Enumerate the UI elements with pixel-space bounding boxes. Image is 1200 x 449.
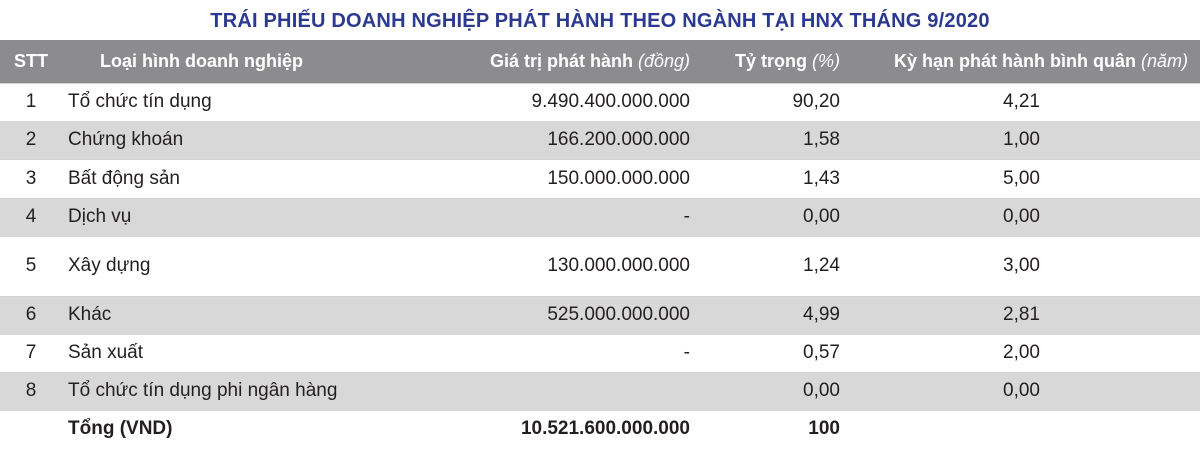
total-share: 100 bbox=[690, 409, 840, 448]
cell-stt: 2 bbox=[0, 120, 62, 159]
cell-share: 1,43 bbox=[690, 158, 840, 198]
cell-term: 4,21 bbox=[840, 82, 1200, 121]
total-label: Tổng (VND) bbox=[62, 409, 430, 448]
header-term-unit: (năm) bbox=[1140, 50, 1188, 71]
cell-stt: 7 bbox=[0, 333, 62, 372]
total-value: 10.521.600.000.000 bbox=[430, 409, 690, 448]
cell-stt: 8 bbox=[0, 371, 62, 410]
cell-value: - bbox=[430, 333, 690, 372]
table-row: 2 Chứng khoán 166.200.000.000 1,58 1,00 bbox=[0, 120, 1200, 159]
cell-share: 1,24 bbox=[690, 235, 840, 296]
cell-share: 0,00 bbox=[690, 197, 840, 236]
total-term bbox=[840, 409, 1200, 448]
cell-value: 150.000.000.000 bbox=[430, 158, 690, 198]
cell-term: 1,00 bbox=[840, 120, 1200, 159]
cell-term: 2,81 bbox=[840, 295, 1200, 334]
header-share: Tỷ trọng (%) bbox=[690, 40, 840, 83]
cell-stt: 3 bbox=[0, 158, 62, 198]
cell-type: Bất động sản bbox=[62, 158, 430, 198]
header-value: Giá trị phát hành (đồng) bbox=[430, 40, 690, 83]
cell-type: Xây dựng bbox=[62, 235, 430, 296]
table-title: TRÁI PHIẾU DOANH NGHIỆP PHÁT HÀNH THEO N… bbox=[210, 10, 990, 32]
cell-type: Chứng khoán bbox=[62, 120, 430, 159]
header-stt: STT bbox=[14, 50, 48, 71]
cell-value: 525.000.000.000 bbox=[430, 295, 690, 334]
cell-value: - bbox=[430, 197, 690, 236]
cell-share: 0,57 bbox=[690, 333, 840, 372]
cell-value: 130.000.000.000 bbox=[430, 235, 690, 296]
cell-value: 166.200.000.000 bbox=[430, 120, 690, 159]
header-term: Kỳ hạn phát hành bình quân (năm) bbox=[840, 40, 1200, 83]
cell-share: 0,00 bbox=[690, 371, 840, 410]
header-value-label: Giá trị phát hành bbox=[489, 50, 633, 71]
header-value-unit: (đồng) bbox=[637, 50, 690, 71]
cell-type: Tổ chức tín dụng bbox=[62, 82, 430, 121]
header-type: Loại hình doanh nghiệp bbox=[100, 50, 303, 71]
cell-type: Dịch vụ bbox=[62, 197, 430, 236]
cell-stt: 4 bbox=[0, 197, 62, 236]
table-row: 8 Tổ chức tín dụng phi ngân hàng 0,00 0,… bbox=[0, 371, 1200, 410]
cell-term: 0,00 bbox=[840, 197, 1200, 236]
cell-stt bbox=[0, 409, 62, 448]
table-total-row: Tổng (VND) 10.521.600.000.000 100 bbox=[0, 409, 1200, 448]
cell-type: Tổ chức tín dụng phi ngân hàng bbox=[62, 371, 430, 410]
table-row: 4 Dịch vụ - 0,00 0,00 bbox=[0, 197, 1200, 236]
cell-stt: 1 bbox=[0, 82, 62, 121]
table-row: 3 Bất động sản 150.000.000.000 1,43 5,00 bbox=[0, 158, 1200, 198]
table-header-row: STT Loại hình doanh nghiệp Giá trị phát … bbox=[0, 40, 1200, 83]
cell-term: 3,00 bbox=[840, 235, 1200, 296]
cell-share: 4,99 bbox=[690, 295, 840, 334]
header-share-unit: (%) bbox=[812, 50, 840, 71]
bond-issuance-table: STT Loại hình doanh nghiệp Giá trị phát … bbox=[0, 40, 1200, 448]
cell-term: 0,00 bbox=[840, 371, 1200, 410]
table-row: 5 Xây dựng 130.000.000.000 1,24 3,00 bbox=[0, 235, 1200, 296]
table-row: 7 Sản xuất - 0,57 2,00 bbox=[0, 333, 1200, 372]
header-term-label: Kỳ hạn phát hành bình quân bbox=[893, 50, 1136, 71]
cell-type: Sản xuất bbox=[62, 333, 430, 372]
header-share-label: Tỷ trọng bbox=[734, 50, 807, 71]
cell-share: 1,58 bbox=[690, 120, 840, 159]
cell-term: 2,00 bbox=[840, 333, 1200, 372]
cell-share: 90,20 bbox=[690, 82, 840, 121]
cell-value bbox=[430, 371, 690, 410]
table-row: 1 Tổ chức tín dụng 9.490.400.000.000 90,… bbox=[0, 82, 1200, 121]
cell-term: 5,00 bbox=[840, 158, 1200, 198]
cell-value: 9.490.400.000.000 bbox=[430, 82, 690, 121]
cell-stt: 6 bbox=[0, 295, 62, 334]
cell-stt: 5 bbox=[0, 235, 62, 296]
table-row: 6 Khác 525.000.000.000 4,99 2,81 bbox=[0, 295, 1200, 334]
cell-type: Khác bbox=[62, 295, 430, 334]
